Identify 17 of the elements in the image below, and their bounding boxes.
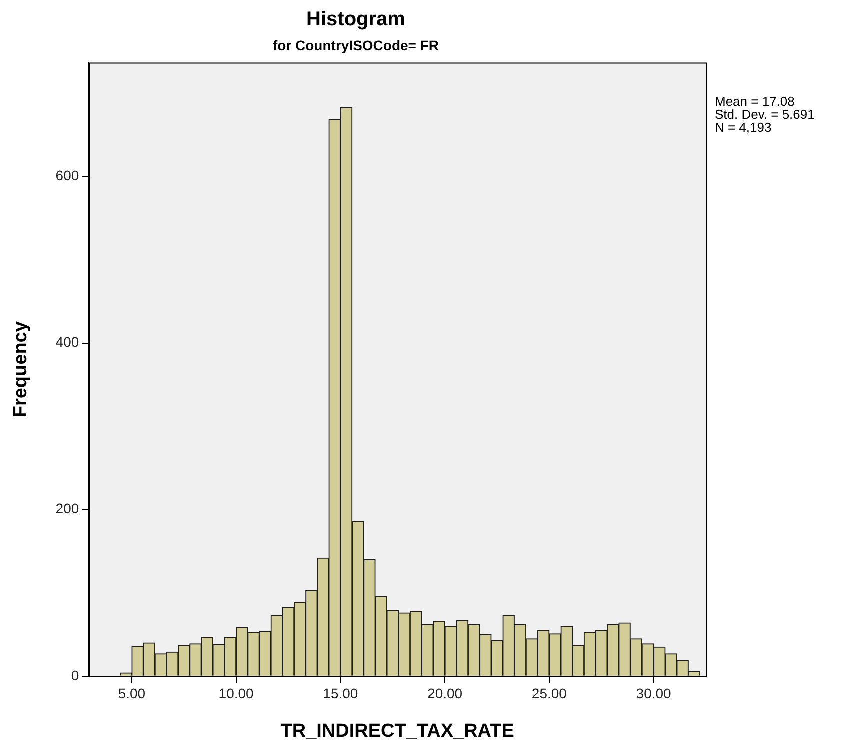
y-tick-label: 0: [71, 667, 80, 684]
chart-title: Histogram: [306, 8, 406, 31]
y-tick-label: 600: [56, 168, 80, 184]
x-axis-title: TR_INDIRECT_TAX_RATE: [280, 720, 514, 742]
y-tick-label: 400: [56, 334, 80, 350]
x-tick-label: 10.00: [218, 686, 254, 702]
text: Std. Dev. = 5.691: [715, 106, 815, 122]
text: Mean = 17.08: [715, 94, 795, 109]
x-tick-label: 15.00: [323, 686, 358, 702]
x-tick-label: 25.00: [532, 686, 568, 702]
x-tick-label: 30.00: [636, 686, 672, 702]
text: N = 4,193: [715, 120, 772, 135]
y-axis-title: Frequency: [10, 321, 32, 418]
chart-subtitle: for CountryISOCode= FR: [272, 37, 440, 54]
y-tick-label: 200: [56, 500, 80, 517]
x-tick-label: 20.00: [428, 686, 463, 702]
x-tick-label: 5.00: [118, 686, 146, 702]
